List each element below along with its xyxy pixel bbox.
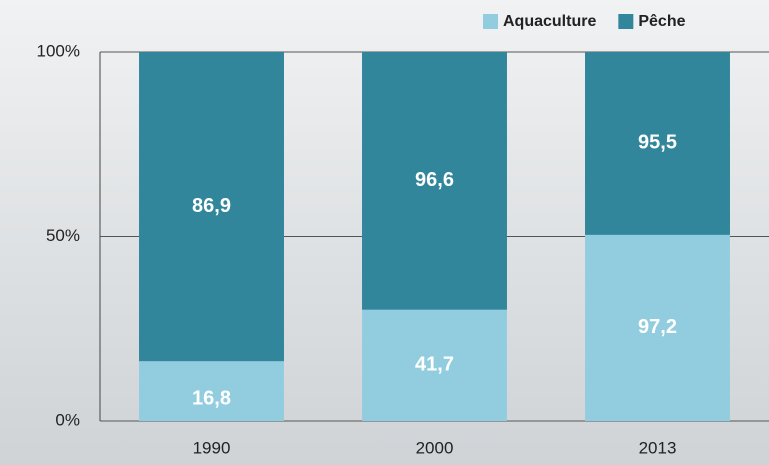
legend-label: Aquaculture xyxy=(503,13,596,30)
data-label: 97,2 xyxy=(638,316,677,338)
data-label: 16,8 xyxy=(192,387,231,409)
x-tick-label: 2000 xyxy=(416,438,454,457)
bar-segment xyxy=(585,52,730,235)
bar-segment xyxy=(139,361,284,421)
x-tick-label: 2013 xyxy=(639,438,677,457)
bar-segment xyxy=(362,309,507,421)
bar-segment xyxy=(362,52,507,310)
legend-label: Pêche xyxy=(638,13,685,30)
data-label: 41,7 xyxy=(415,354,454,376)
x-tick-label: 1990 xyxy=(193,438,231,457)
data-label: 95,5 xyxy=(638,132,677,154)
y-tick-label: 100% xyxy=(37,41,80,60)
y-tick-label: 0% xyxy=(55,410,80,429)
data-label: 86,9 xyxy=(192,195,231,217)
data-label: 96,6 xyxy=(415,169,454,191)
bar-segment xyxy=(585,234,730,421)
legend-swatch xyxy=(618,14,634,29)
legend-swatch xyxy=(483,14,498,29)
bar-segment xyxy=(139,52,284,362)
y-tick-label: 50% xyxy=(46,226,80,245)
